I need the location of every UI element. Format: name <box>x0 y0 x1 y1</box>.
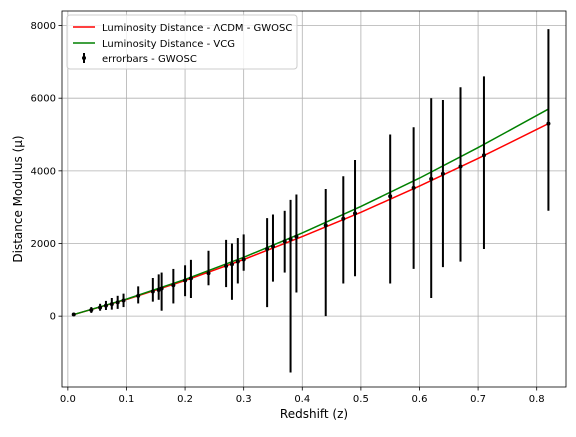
y-axis-label: Distance Modulus (μ) <box>11 135 25 262</box>
errorbar-point <box>159 286 164 291</box>
errorbar-point <box>282 239 287 244</box>
y-tick-label: 8000 <box>31 21 56 32</box>
series <box>73 108 549 316</box>
series-line-1 <box>73 108 549 316</box>
legend-box <box>66 14 298 70</box>
errorbar-point <box>103 303 108 308</box>
errorbar-point <box>429 176 434 181</box>
errorbar-point <box>353 211 358 216</box>
y-tick-label: 0 <box>50 312 56 323</box>
errorbar-point <box>229 262 234 267</box>
errorbar-point <box>109 302 114 307</box>
x-ticks: 0.0 0.1 0.2 0.3 0.4 0.5 0.6 0.7 0.8 <box>60 387 545 405</box>
errorbar-point <box>224 264 229 269</box>
legend-label-errorbars: errorbars - GWOSC <box>102 54 197 65</box>
errorbar-point <box>294 234 299 239</box>
x-tick-label: 0.5 <box>353 394 369 405</box>
y-tick-label: 2000 <box>31 239 56 250</box>
y-ticks: 0 2000 4000 6000 8000 <box>31 21 62 323</box>
errorbar-point <box>270 244 275 249</box>
x-tick-label: 0.1 <box>119 394 135 405</box>
errorbar-point <box>241 257 246 262</box>
y-tick-label: 4000 <box>31 166 56 177</box>
errorbar-point <box>323 223 328 228</box>
errorbar-point <box>265 246 270 251</box>
axes <box>61 10 567 388</box>
errorbar-point <box>206 271 211 276</box>
errorbar-point <box>388 194 393 199</box>
errorbar-point <box>188 276 193 281</box>
x-tick-label: 0.8 <box>529 394 545 405</box>
x-tick-label: 0.4 <box>294 394 310 405</box>
errorbar-point <box>136 293 141 298</box>
x-tick-label: 0.0 <box>60 394 76 405</box>
errorbar-point <box>481 153 486 158</box>
errorbar-point <box>89 307 94 312</box>
legend-label-vcg: Luminosity Distance - VCG <box>102 39 235 50</box>
errorbar-point <box>98 305 103 310</box>
errorbar-point <box>546 121 551 126</box>
legend-errorbar-dot <box>82 56 86 60</box>
errorbar-point <box>440 171 445 176</box>
plot-background <box>62 11 566 387</box>
legend: Luminosity Distance - ΛCDM - GWOSC Lumin… <box>66 14 298 70</box>
errorbar-point <box>458 164 463 169</box>
errorbar-point <box>121 298 126 303</box>
grid <box>62 11 566 387</box>
errorbar-point <box>183 278 188 283</box>
errorbar-point <box>150 289 155 294</box>
plot-frame <box>61 10 567 388</box>
errorbar-point <box>235 259 240 264</box>
errorbar-point <box>171 283 176 288</box>
x-axis-label: Redshift (z) <box>280 407 348 421</box>
legend-label-lcdm: Luminosity Distance - ΛCDM - GWOSC <box>102 23 292 34</box>
errorbar-point <box>288 237 293 242</box>
errorbar-point <box>115 300 120 305</box>
x-tick-label: 0.6 <box>412 394 428 405</box>
x-tick-label: 0.2 <box>177 394 193 405</box>
errorbars <box>71 29 551 373</box>
y-tick-label: 6000 <box>31 94 56 105</box>
x-tick-label: 0.3 <box>236 394 252 405</box>
x-tick-label: 0.7 <box>470 394 486 405</box>
errorbar-point <box>341 216 346 221</box>
errorbar-point <box>411 185 416 190</box>
errorbar-point <box>71 312 76 317</box>
